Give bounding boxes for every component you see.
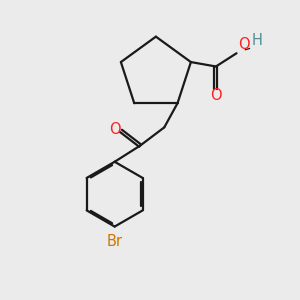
Text: Br: Br <box>107 234 123 249</box>
Text: H: H <box>252 33 263 48</box>
Text: O: O <box>109 122 120 137</box>
Text: O: O <box>210 88 222 103</box>
Text: O: O <box>238 37 249 52</box>
